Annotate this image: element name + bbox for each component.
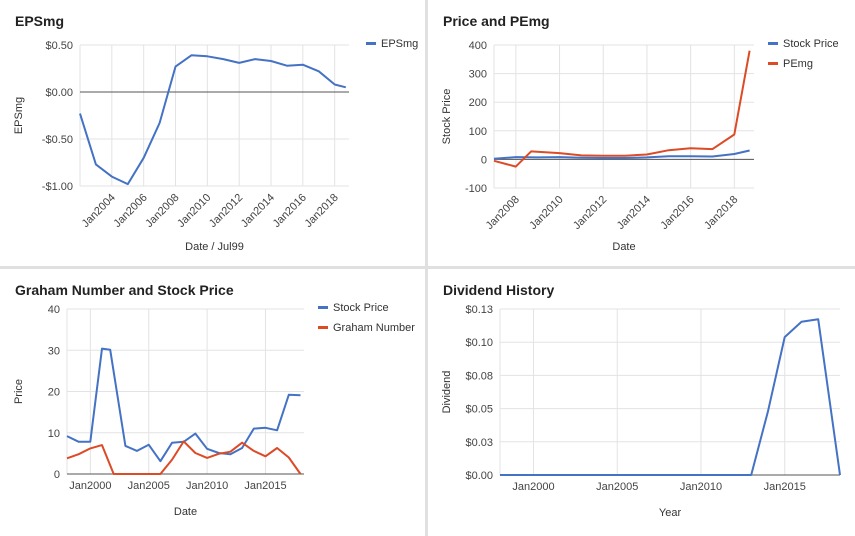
- legend-label: Stock Price: [333, 302, 389, 314]
- legend-label: PEmg: [783, 58, 813, 70]
- x-tick-label: Jan2000: [512, 481, 554, 493]
- x-tick-label: Jan2012: [207, 192, 245, 230]
- y-tick-label: 0: [481, 154, 487, 166]
- chart-title: EPSmg: [15, 13, 65, 29]
- x-tick-label: Jan2006: [111, 192, 149, 230]
- y-tick-label: 300: [469, 69, 487, 81]
- x-tick-label: Jan2014: [239, 192, 277, 230]
- y-tick-label: $0.50: [45, 40, 73, 52]
- x-tick-label: Jan2012: [571, 194, 609, 232]
- y-tick-label: 0: [54, 469, 60, 481]
- x-tick-label: Jan2015: [764, 481, 806, 493]
- x-axis-title: Year: [659, 507, 682, 519]
- legend-swatch: [318, 306, 328, 309]
- x-axis-title: Date / Jul99: [185, 241, 244, 253]
- y-tick-label: $0.08: [465, 370, 493, 382]
- x-tick-label: Jan2008: [143, 192, 181, 230]
- y-axis-title: Stock Price: [441, 89, 453, 145]
- series-line-1: [493, 50, 751, 168]
- y-tick-label: $0.00: [45, 87, 73, 99]
- y-tick-label: 20: [48, 387, 60, 399]
- x-tick-label: Jan2005: [128, 480, 170, 492]
- x-axis-title: Date: [612, 241, 635, 253]
- y-tick-label: 100: [469, 126, 487, 138]
- x-tick-label: Jan2015: [244, 480, 286, 492]
- y-tick-label: 30: [48, 345, 60, 357]
- legend-swatch: [768, 42, 778, 45]
- legend-label: EPSmg: [381, 38, 418, 50]
- x-tick-label: Jan2016: [658, 194, 696, 232]
- series-line-0: [79, 54, 347, 186]
- legend-swatch: [318, 326, 328, 329]
- y-tick-label: -$1.00: [42, 181, 73, 193]
- x-tick-label: Jan2010: [186, 480, 228, 492]
- x-tick-label: Jan2018: [702, 194, 740, 232]
- x-tick-label: Jan2014: [615, 194, 653, 232]
- y-tick-label: -100: [465, 183, 487, 195]
- series-line-1: [66, 440, 302, 475]
- chart-svg: 0 10 20 30 40 Jan2000 Jan2005 Jan2010 Jan2015 Dat…: [13, 302, 415, 518]
- chart-title: Dividend History: [443, 282, 555, 298]
- y-axis-title: Dividend: [441, 371, 453, 414]
- dividend-chart-panel: Dividend History $0.00 $0.03 $0.05 $0.08 $0.…: [428, 269, 855, 536]
- y-axis-title: Price: [13, 379, 25, 404]
- y-tick-label: 200: [469, 97, 487, 109]
- graham-chart-panel: Graham Number and Stock Price 0 10 20 30 40 J…: [0, 269, 425, 536]
- chart-svg: $0.00 $0.03 $0.05 $0.08 $0.10 $0.13 Jan2000 Jan…: [441, 304, 841, 519]
- chart-title: Graham Number and Stock Price: [15, 282, 234, 298]
- legend-label: Stock Price: [783, 38, 839, 50]
- x-tick-label: Jan2008: [484, 194, 522, 232]
- legend-swatch: [768, 62, 778, 65]
- price-pe-chart-panel: Price and PEmg -100 0 100 200 300 400 Jan2008 J…: [428, 0, 855, 266]
- y-tick-label: -$0.50: [42, 134, 73, 146]
- x-tick-label: Jan2004: [80, 192, 118, 230]
- series-line-0: [493, 149, 750, 160]
- x-tick-label: Jan2016: [271, 192, 309, 230]
- chart-title: Price and PEmg: [443, 13, 550, 29]
- y-tick-label: $0.03: [465, 437, 493, 449]
- y-axis-title: EPSmg: [13, 97, 25, 134]
- y-tick-label: $0.00: [465, 470, 493, 482]
- y-tick-label: 40: [48, 304, 60, 316]
- y-tick-label: $0.10: [465, 337, 493, 349]
- x-tick-label: Jan2000: [69, 480, 111, 492]
- x-tick-label: Jan2018: [302, 192, 340, 230]
- y-tick-label: $0.13: [465, 304, 493, 316]
- chart-svg: -$1.00-$0.50$0.00$0.50Jan2004Jan2006Jan2…: [13, 38, 418, 253]
- y-tick-label: 10: [48, 428, 60, 440]
- x-tick-label: Jan2010: [527, 194, 565, 232]
- y-tick-label: $0.05: [465, 404, 493, 416]
- legend-label: Graham Number: [333, 322, 415, 334]
- x-tick-label: Jan2010: [680, 481, 722, 493]
- x-tick-label: Jan2005: [596, 481, 638, 493]
- eps-chart-panel: EPSmg -$1.00 -$0.50 $0.00 $0.50 Jan2004 Jan20…: [0, 0, 425, 266]
- legend-swatch: [366, 42, 376, 45]
- x-tick-label: Jan2010: [175, 192, 213, 230]
- series-line-0: [500, 318, 841, 476]
- y-tick-label: 400: [469, 40, 487, 52]
- x-axis-title: Date: [174, 506, 197, 518]
